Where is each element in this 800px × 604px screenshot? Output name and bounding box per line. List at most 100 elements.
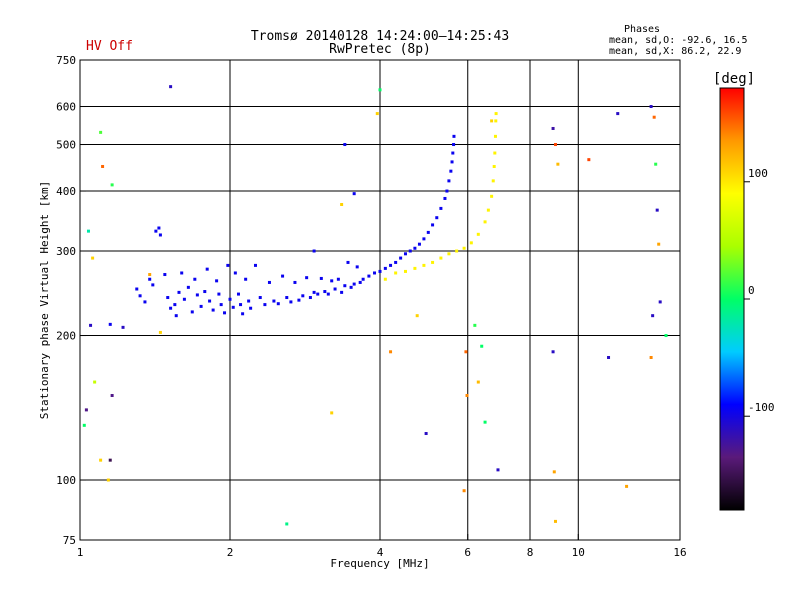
data-point-o xyxy=(208,299,212,303)
data-point-o xyxy=(343,143,347,147)
data-point-scattered xyxy=(91,256,95,260)
data-point-scattered xyxy=(496,468,500,472)
data-point-scattered xyxy=(424,432,428,436)
data-point-scattered xyxy=(108,458,112,462)
data-point-scattered xyxy=(378,88,382,92)
data-point-o xyxy=(244,277,248,281)
data-point-o xyxy=(241,312,245,316)
data-point-scattered xyxy=(655,208,659,212)
data-point-scattered xyxy=(625,484,629,488)
data-points xyxy=(82,85,668,526)
data-point-o xyxy=(352,192,356,196)
data-point-o xyxy=(323,290,327,294)
data-point-scattered xyxy=(462,489,466,493)
phase-stats-o: mean, sd,O: -92.6, 16.5 xyxy=(609,35,747,46)
data-point-o xyxy=(236,292,240,296)
data-point-x xyxy=(439,256,443,260)
data-point-o xyxy=(195,293,199,297)
colorbar-tick-label: 100 xyxy=(748,167,768,180)
data-point-scattered xyxy=(490,119,494,123)
data-point-o xyxy=(326,292,330,296)
y-tick-label: 75 xyxy=(63,534,76,547)
data-point-scattered xyxy=(552,470,556,474)
data-point-scattered xyxy=(389,350,393,354)
data-point-scattered xyxy=(651,314,655,318)
x-tick-label: 1 xyxy=(77,546,84,559)
data-point-scattered xyxy=(616,112,620,116)
data-point-scattered xyxy=(158,330,162,334)
data-point-o xyxy=(174,314,178,318)
data-point-o xyxy=(219,303,223,307)
data-point-o xyxy=(151,283,155,287)
data-point-o xyxy=(301,294,305,298)
data-point-scattered xyxy=(483,420,487,424)
data-point-o xyxy=(336,277,340,281)
data-point-x xyxy=(492,164,496,168)
data-point-o xyxy=(358,280,362,284)
data-point-x xyxy=(447,252,451,256)
chart-title-line1: Tromsø 20140128 14:24:00–14:25:43 xyxy=(251,29,509,44)
data-point-x xyxy=(455,249,459,253)
data-point-o xyxy=(413,246,417,250)
data-point-o xyxy=(439,206,443,210)
colorbar-label: [deg] xyxy=(713,71,755,87)
data-point-x xyxy=(490,194,494,198)
data-point-o xyxy=(231,305,235,309)
data-point-o xyxy=(352,282,356,286)
data-point-o xyxy=(203,290,207,294)
colorbar-tick-label: -100 xyxy=(748,401,775,414)
data-point-scattered xyxy=(480,344,484,348)
data-point-o xyxy=(247,299,251,303)
phase-stats-x: mean, sd,X: 86.2, 22.9 xyxy=(609,46,741,57)
data-point-o xyxy=(452,143,456,147)
data-point-scattered xyxy=(654,162,658,166)
data-point-o xyxy=(211,308,215,312)
data-point-scattered xyxy=(658,300,662,304)
data-point-scattered xyxy=(285,522,289,526)
grid-lines xyxy=(80,60,680,540)
data-point-o xyxy=(316,292,320,296)
colorbar xyxy=(719,87,745,511)
data-point-o xyxy=(431,223,435,227)
data-point-o xyxy=(305,276,309,280)
data-point-o xyxy=(389,263,393,267)
data-point-o xyxy=(226,263,230,267)
y-tick-label: 200 xyxy=(56,330,76,343)
data-point-o xyxy=(173,303,177,307)
data-point-scattered xyxy=(86,229,90,233)
data-point-x xyxy=(383,277,387,281)
data-point-o xyxy=(258,296,262,300)
data-point-o xyxy=(447,179,451,183)
data-point-x xyxy=(403,269,407,273)
data-point-o xyxy=(435,216,439,220)
data-point-o xyxy=(233,271,237,275)
colorbar-tick-label: 0 xyxy=(748,284,755,297)
data-point-o xyxy=(272,299,276,303)
data-point-o xyxy=(148,277,152,281)
data-point-o xyxy=(158,233,162,237)
data-point-o xyxy=(276,302,280,306)
data-point-scattered xyxy=(330,411,334,415)
data-point-o xyxy=(426,230,430,234)
y-tick-label: 400 xyxy=(56,185,76,198)
data-point-o xyxy=(312,290,316,294)
data-point-x xyxy=(494,112,498,116)
data-point-o xyxy=(267,280,271,284)
data-point-o xyxy=(285,296,289,300)
x-tick-label: 4 xyxy=(377,546,384,559)
data-point-scattered xyxy=(664,334,668,338)
data-point-o xyxy=(450,160,454,164)
data-point-o xyxy=(193,277,197,281)
data-point-o xyxy=(138,294,142,298)
data-point-scattered xyxy=(121,325,125,329)
data-point-x xyxy=(431,260,435,264)
data-point-scattered xyxy=(652,115,656,119)
data-point-o xyxy=(340,290,344,294)
data-point-x xyxy=(394,271,398,275)
data-point-x xyxy=(469,241,473,245)
y-tick-label: 100 xyxy=(56,474,76,487)
data-point-o xyxy=(403,252,407,256)
data-point-o xyxy=(281,274,285,278)
data-point-o xyxy=(289,300,293,304)
